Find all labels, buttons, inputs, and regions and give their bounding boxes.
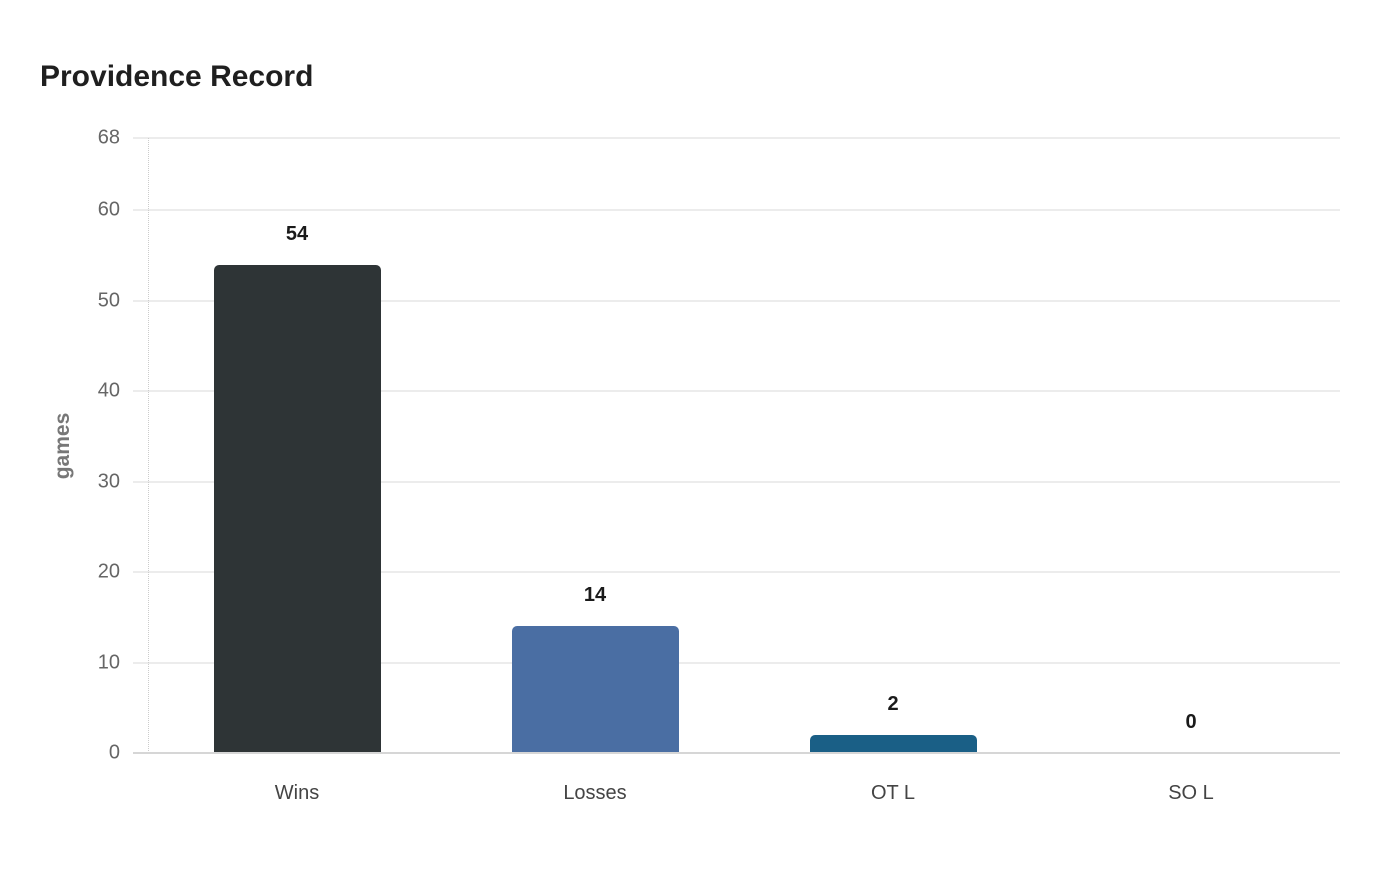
y-tick-label: 40 bbox=[97, 379, 120, 402]
y-tick-label: 10 bbox=[97, 651, 120, 674]
x-tick-label: OT L bbox=[870, 782, 916, 804]
bar-ot-l bbox=[809, 734, 977, 753]
gridline bbox=[133, 209, 1340, 212]
data-label: 54 bbox=[285, 222, 309, 245]
gridline bbox=[133, 480, 1340, 483]
x-tick-label: Wins bbox=[274, 782, 320, 804]
x-tick-label: Losses bbox=[563, 782, 627, 804]
data-label: 2 bbox=[887, 692, 899, 715]
gridline bbox=[133, 137, 1340, 139]
x-tick-label: SO L bbox=[1168, 782, 1214, 804]
data-label: 0 bbox=[1185, 711, 1197, 733]
gridline bbox=[133, 299, 1340, 302]
x-axis-line bbox=[133, 752, 1340, 754]
y-tick-label: 60 bbox=[97, 198, 120, 221]
y-tick-label: 50 bbox=[97, 289, 120, 312]
bar-wins bbox=[213, 264, 381, 753]
y-tick-label: 0 bbox=[108, 741, 120, 764]
gridline bbox=[133, 390, 1340, 393]
bar-losses bbox=[511, 626, 679, 753]
chart-title: Providence Record bbox=[40, 60, 314, 93]
data-label: 14 bbox=[583, 584, 607, 607]
y-tick-label: 68 bbox=[97, 126, 120, 149]
y-axis-line bbox=[148, 138, 149, 753]
gridline bbox=[133, 571, 1340, 574]
gridline bbox=[133, 661, 1340, 664]
y-tick-label: 20 bbox=[97, 560, 120, 583]
y-tick-label: 30 bbox=[97, 470, 120, 493]
